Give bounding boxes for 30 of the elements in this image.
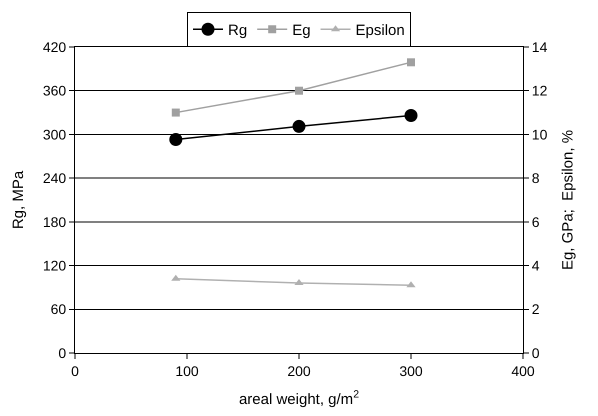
- y-tick-label: 300: [42, 126, 66, 142]
- y2-tick-label: 4: [532, 257, 540, 274]
- y-tick-label: 420: [42, 38, 66, 55]
- x-tick-label: 0: [71, 362, 80, 379]
- y2-tick-label: 8: [532, 170, 540, 186]
- y2-tick-label: 2: [532, 301, 540, 318]
- y-tick-label: 60: [50, 301, 66, 318]
- y2-tick-label: 14: [532, 38, 548, 55]
- x-axis-title: areal weight, g/m$^{2}$: [238, 388, 360, 408]
- y-axis-title: Rg, MPa: [10, 170, 28, 230]
- x-tick-label: 400: [511, 362, 535, 379]
- x-tick-label: 200: [287, 362, 311, 379]
- y-tick-label: 360: [42, 82, 66, 99]
- legend-label: Rg: [228, 22, 248, 40]
- point: [295, 86, 303, 95]
- legend-label: Epsilon: [356, 22, 405, 40]
- y2-tick-label: 12: [532, 82, 548, 99]
- y2-tick-label: 10: [532, 126, 548, 142]
- x-tick-label: 100: [175, 362, 199, 379]
- y-tick-label: 240: [42, 170, 66, 186]
- y-tick-label: 120: [42, 257, 66, 274]
- y2-tick-label: 0: [532, 344, 540, 361]
- point: [407, 58, 415, 66]
- y2-axis-title: Eg, GPa; Epsilon, %: [560, 130, 577, 270]
- x-tick-label: 300: [399, 362, 423, 379]
- y-tick-label: 180: [42, 214, 66, 230]
- point: [172, 108, 180, 117]
- y-tick-label: 0: [58, 344, 66, 361]
- y2-tick-label: 6: [532, 214, 540, 230]
- legend-label: Eg: [292, 22, 311, 40]
